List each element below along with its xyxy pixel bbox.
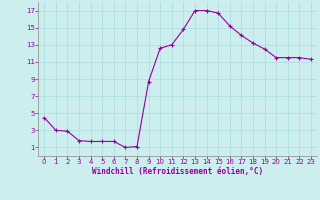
X-axis label: Windchill (Refroidissement éolien,°C): Windchill (Refroidissement éolien,°C) [92,167,263,176]
